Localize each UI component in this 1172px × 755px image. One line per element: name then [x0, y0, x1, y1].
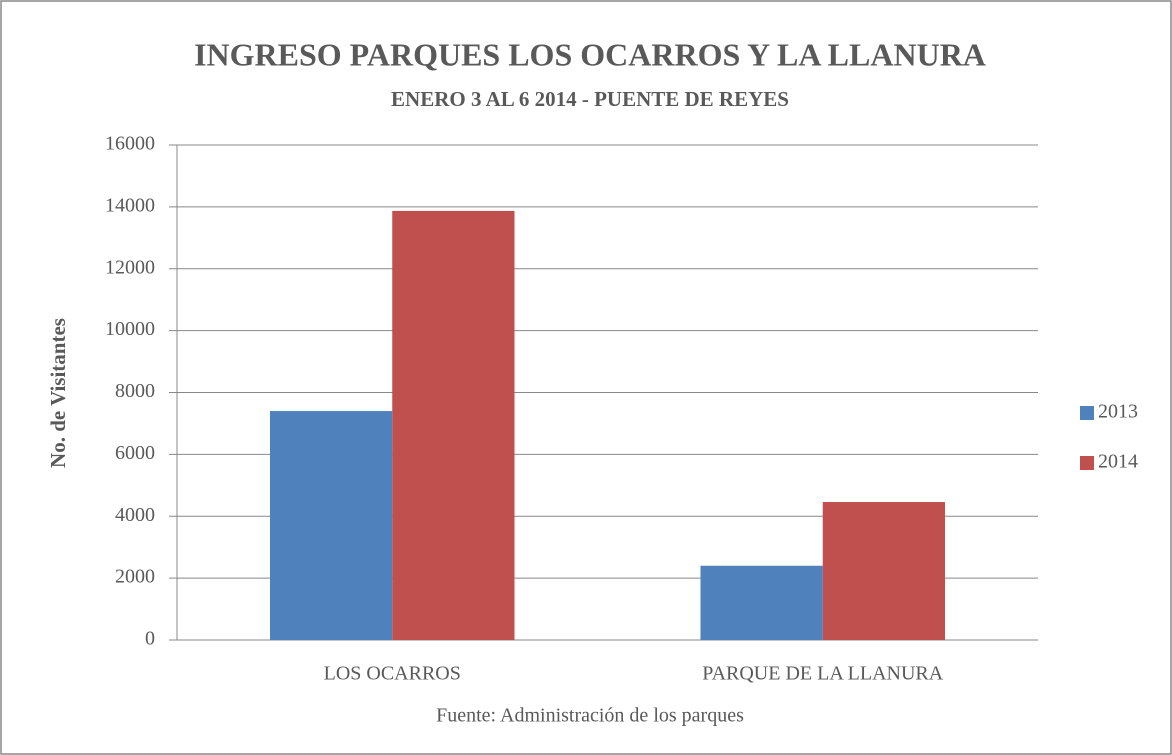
- y-tick-label: 8000: [115, 380, 155, 402]
- y-tick-label: 14000: [105, 194, 155, 216]
- y-tick-label: 2000: [115, 566, 155, 588]
- source-note: Fuente: Administración de los parques: [436, 705, 744, 727]
- y-tick-label: 6000: [115, 442, 155, 464]
- chart-title: INGRESO PARQUES LOS OCARROS Y LA LLANURA: [194, 36, 986, 72]
- legend-swatch: [1080, 456, 1094, 470]
- y-tick-label: 12000: [105, 256, 155, 278]
- bar: [269, 411, 393, 640]
- legend-label: 2013: [1098, 401, 1138, 423]
- y-tick-label: 4000: [115, 504, 155, 526]
- chart-subtitle: ENERO 3 AL 6 2014 - PUENTE DE REYES: [391, 87, 789, 111]
- y-tick-label: 10000: [105, 318, 155, 340]
- bar: [700, 565, 823, 640]
- x-tick-label: LOS OCARROS: [324, 663, 461, 685]
- bar: [822, 502, 946, 640]
- y-axis-label: No. de Visitantes: [46, 318, 70, 468]
- y-tick-label: 0: [145, 628, 155, 650]
- x-tick-label: PARQUE DE LA LLANURA: [702, 663, 943, 685]
- bar: [392, 210, 515, 640]
- legend-swatch: [1080, 406, 1094, 420]
- legend-label: 2014: [1098, 451, 1138, 473]
- y-tick-label: 16000: [105, 133, 155, 155]
